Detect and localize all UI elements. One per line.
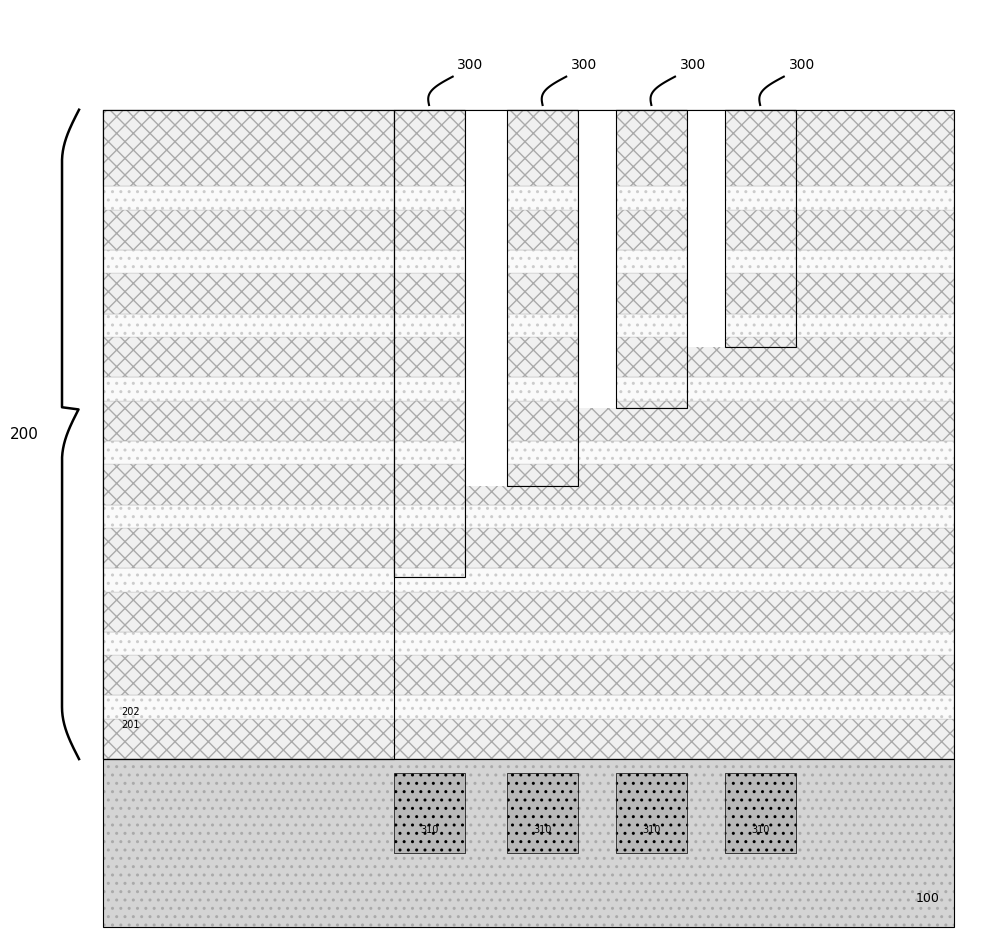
Text: 300: 300	[680, 58, 706, 72]
Bar	[103, 110, 394, 759]
Bar	[103, 759, 954, 927]
Bar	[394, 110, 465, 186]
Bar	[507, 464, 578, 486]
Bar	[507, 441, 578, 464]
Text: 310: 310	[751, 825, 769, 835]
Bar	[507, 110, 578, 186]
Bar	[103, 759, 954, 927]
Bar	[103, 719, 954, 759]
Bar	[725, 337, 796, 347]
Bar	[103, 377, 954, 401]
Text: 310: 310	[420, 825, 438, 835]
Bar	[725, 773, 796, 853]
Bar	[616, 210, 687, 250]
Bar	[616, 773, 687, 853]
Bar	[507, 273, 578, 314]
Bar	[507, 314, 578, 337]
Bar	[103, 441, 954, 464]
Bar	[725, 250, 796, 273]
Bar	[507, 377, 578, 401]
Bar	[616, 186, 687, 210]
Bar	[394, 273, 465, 314]
Bar	[507, 186, 578, 210]
Bar	[507, 110, 578, 486]
Bar	[616, 314, 687, 337]
Bar	[103, 695, 954, 719]
Bar	[725, 186, 796, 210]
Bar	[616, 110, 687, 409]
Text: 300: 300	[789, 58, 815, 72]
Bar	[103, 569, 954, 591]
Bar	[103, 110, 954, 186]
Text: 202: 202	[122, 707, 140, 717]
Bar	[103, 528, 954, 569]
Bar	[725, 210, 796, 250]
Bar	[394, 569, 465, 577]
Bar	[687, 110, 725, 347]
Text: 100: 100	[916, 892, 940, 905]
Bar	[394, 504, 465, 528]
Bar	[103, 632, 954, 656]
Bar	[103, 464, 954, 504]
Bar	[578, 110, 616, 409]
Text: 200: 200	[10, 427, 39, 442]
Bar	[394, 528, 465, 569]
Bar	[103, 186, 954, 210]
Bar	[725, 273, 796, 314]
Bar	[465, 110, 507, 486]
Bar	[616, 377, 687, 401]
Bar	[616, 273, 687, 314]
Text: 310: 310	[533, 825, 552, 835]
Bar	[616, 110, 687, 186]
Bar	[616, 250, 687, 273]
Bar	[465, 110, 507, 486]
Bar	[616, 401, 687, 409]
Bar	[103, 591, 954, 632]
Bar	[394, 250, 465, 273]
Bar	[394, 314, 465, 337]
Bar	[394, 441, 465, 464]
Text: 300: 300	[571, 58, 597, 72]
Bar	[507, 210, 578, 250]
Bar	[507, 773, 578, 853]
Bar	[725, 110, 796, 347]
Bar	[507, 250, 578, 273]
Bar	[394, 377, 465, 401]
Bar	[103, 504, 954, 528]
Bar	[103, 250, 954, 273]
Bar	[507, 337, 578, 377]
Bar	[507, 401, 578, 441]
Bar	[103, 273, 954, 314]
Bar	[103, 401, 954, 441]
Bar	[394, 773, 465, 853]
Text: 310: 310	[642, 825, 661, 835]
Bar	[394, 210, 465, 250]
Bar	[103, 656, 954, 695]
Text: 201: 201	[122, 720, 140, 730]
Bar	[103, 210, 954, 250]
Bar	[687, 110, 725, 347]
Bar	[394, 401, 465, 441]
Bar	[103, 314, 954, 337]
Text: 300: 300	[457, 58, 484, 72]
Bar	[394, 186, 465, 210]
Bar	[725, 110, 796, 186]
Bar	[616, 337, 687, 377]
Bar	[394, 110, 465, 577]
Bar	[103, 110, 954, 759]
Bar	[103, 337, 954, 377]
Bar	[394, 464, 465, 504]
Bar	[394, 337, 465, 377]
Bar	[725, 314, 796, 337]
Bar	[578, 110, 616, 409]
